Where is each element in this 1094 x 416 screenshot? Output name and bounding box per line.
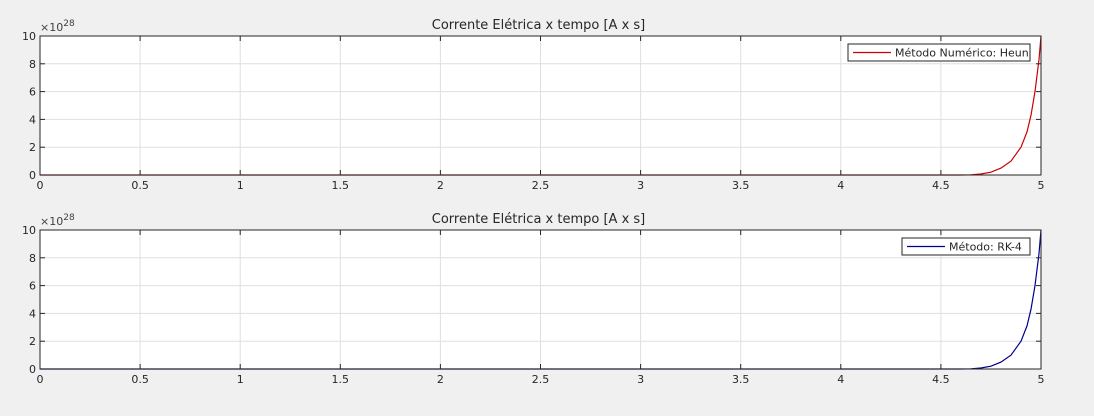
- y-tick-label: 8: [29, 252, 36, 265]
- y-exponent-label: ×1028: [40, 19, 75, 34]
- x-tick-label: 2: [437, 179, 444, 192]
- x-tick-label: 3: [637, 179, 644, 192]
- x-tick-label: 2.5: [532, 179, 550, 192]
- legend-entry-label: Método Numérico: Heun: [895, 47, 1029, 60]
- x-tick-label: 4: [837, 373, 844, 386]
- subplot-2: 0 0.5 1 1.5 2 2.5 3 3.5 4 4.5 5 0 2 4 6 8 10 ×1028 Corrent…: [22, 212, 1045, 386]
- x-tick-label: 1: [237, 179, 244, 192]
- x-tick-label: 4.5: [932, 373, 950, 386]
- y-tick-label: 10: [22, 224, 36, 237]
- y-tick-label: 2: [29, 141, 36, 154]
- x-tick-label: 3.5: [732, 373, 750, 386]
- y-tick-label: 6: [29, 280, 36, 293]
- legend-box: [847, 43, 1031, 62]
- x-tick-label: 0: [37, 373, 44, 386]
- x-tick-label: 0: [37, 179, 44, 192]
- y-tick-label: 10: [22, 30, 36, 43]
- subplot-1: 0 0.5 1 1.5 2 2.5 3 3.5 4 4.5 5 0 2 4 6 8 10 ×1028 Corrent…: [22, 18, 1045, 192]
- y-tick-label: 4: [29, 307, 36, 320]
- x-tick-label: 2: [437, 373, 444, 386]
- x-tick-label: 4: [837, 179, 844, 192]
- y-tick-label: 4: [29, 113, 36, 126]
- x-tick-label: 4.5: [932, 179, 950, 192]
- legend-entry-label: Método: RK-4: [949, 241, 1022, 254]
- x-tick-label: 0.5: [131, 179, 149, 192]
- x-tick-label: 0.5: [131, 373, 149, 386]
- y-tick-label: 2: [29, 335, 36, 348]
- y-tick-label: 0: [29, 169, 36, 182]
- x-tick-label: 3: [637, 373, 644, 386]
- x-tick-label: 1.5: [332, 179, 350, 192]
- y-tick-label: 6: [29, 86, 36, 99]
- x-tick-label: 3.5: [732, 179, 750, 192]
- x-tick-label: 1.5: [332, 373, 350, 386]
- y-tick-label: 8: [29, 58, 36, 71]
- legend-box: [901, 237, 1031, 256]
- x-tick-label: 5: [1038, 179, 1045, 192]
- chart-title: Corrente Elétrica x tempo [A x s]: [432, 212, 645, 227]
- y-tick-label: 0: [29, 363, 36, 376]
- x-tick-label: 1: [237, 373, 244, 386]
- x-tick-label: 2.5: [532, 373, 550, 386]
- x-tick-label: 5: [1038, 373, 1045, 386]
- chart-title: Corrente Elétrica x tempo [A x s]: [432, 18, 645, 33]
- y-exponent-label: ×1028: [40, 213, 75, 228]
